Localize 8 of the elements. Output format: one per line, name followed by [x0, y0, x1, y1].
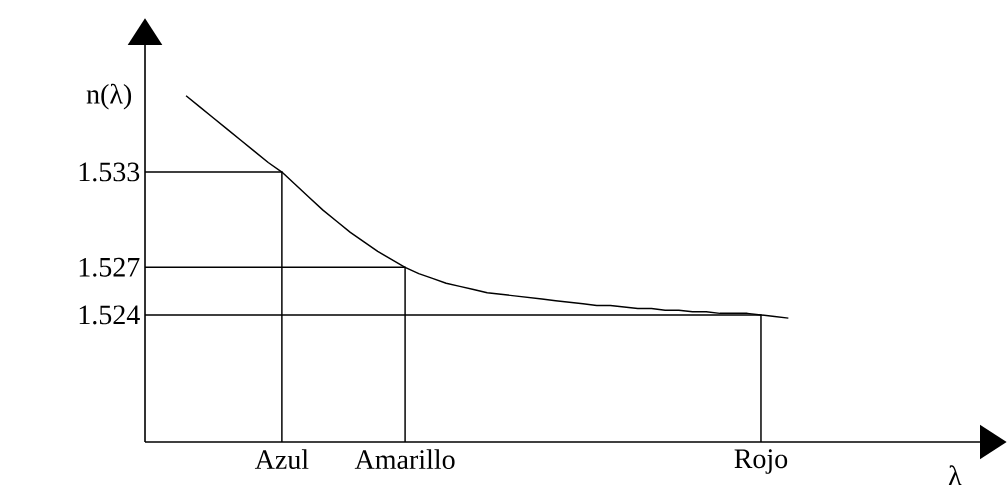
x-axis-title: λ: [948, 465, 962, 486]
y-axis-title: n(λ): [86, 83, 132, 110]
x-tick-label: Amarillo: [354, 449, 455, 470]
y-tick-label: 1.527: [79, 257, 140, 277]
y-tick-label: 1.533: [79, 162, 140, 182]
y-tick-label: 1.524: [79, 305, 140, 325]
x-tick-label: Rojo: [734, 449, 788, 474]
x-tick-label: Azul: [254, 449, 309, 470]
